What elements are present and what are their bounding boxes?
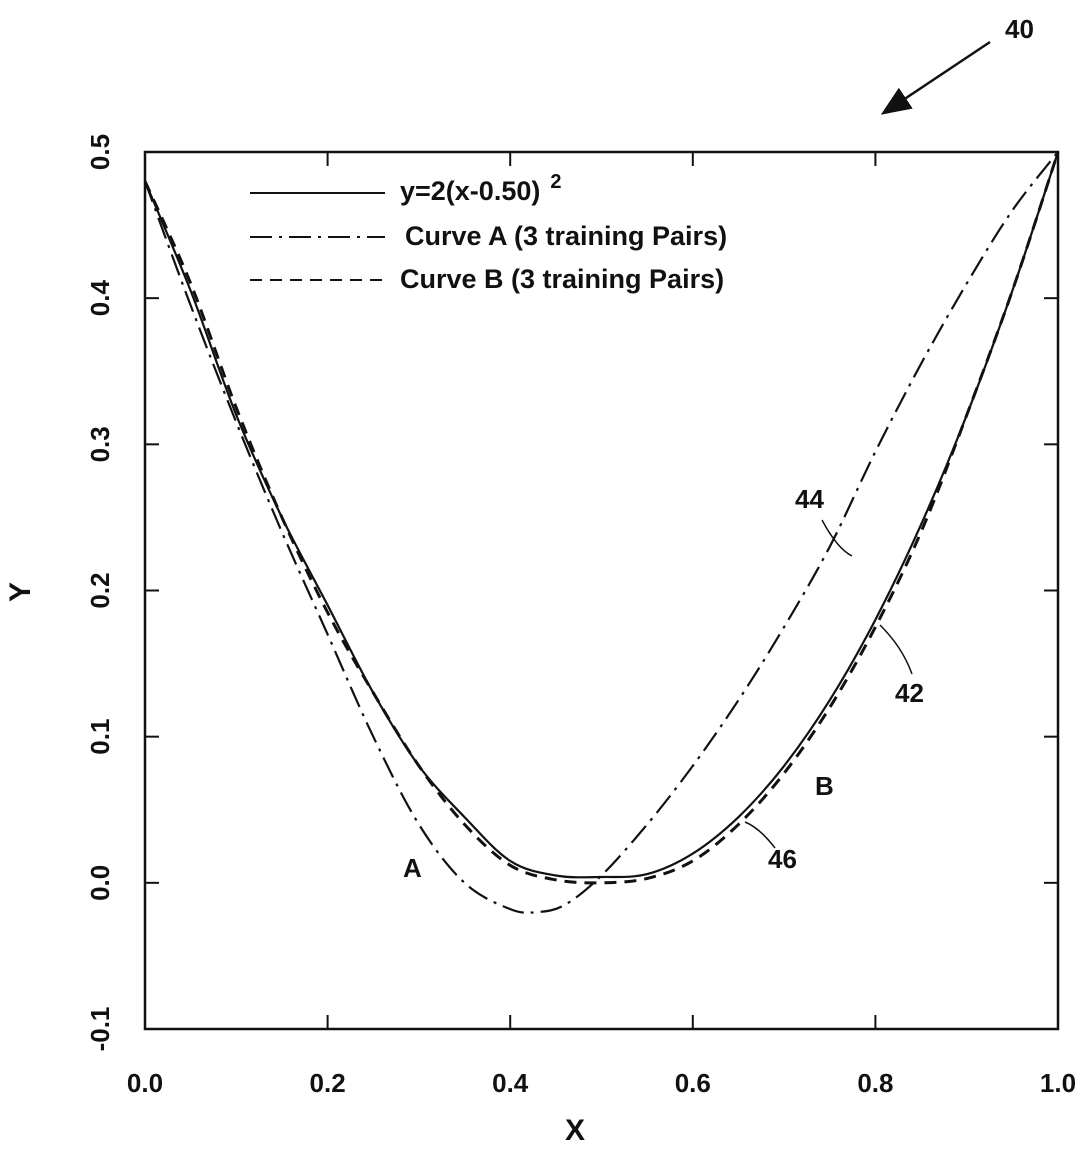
leader-42 bbox=[879, 624, 913, 675]
leader-46 bbox=[744, 821, 776, 849]
figure-ref-label: 40 bbox=[1005, 14, 1034, 44]
annotation-46: 46 bbox=[768, 844, 797, 874]
y-tick-label: 0.3 bbox=[85, 426, 115, 462]
legend: y=2(x-0.50) 2 Curve A (3 training Pairs) … bbox=[250, 171, 727, 294]
y-tick-label: 0.2 bbox=[85, 572, 115, 608]
figure-ref-arrow bbox=[880, 40, 991, 115]
y-axis-title: Y bbox=[4, 582, 37, 602]
y-tick-label: 0.5 bbox=[85, 134, 115, 170]
x-tick-label: 1.0 bbox=[1040, 1068, 1076, 1098]
x-tick-label: 0.4 bbox=[492, 1068, 529, 1098]
series-layer bbox=[143, 151, 1060, 914]
y-tick-label: 0.1 bbox=[85, 719, 115, 755]
curve-label-b: B bbox=[815, 771, 834, 801]
y-tick-label: 0.0 bbox=[85, 865, 115, 901]
curve-label-a: A bbox=[403, 853, 422, 883]
y-tick-label: -0.1 bbox=[85, 1007, 115, 1052]
x-tick-label: 0.8 bbox=[857, 1068, 893, 1098]
series-line-dashed bbox=[143, 151, 1060, 885]
annotations: 44 42 B 46 A bbox=[403, 484, 924, 883]
annotation-42: 42 bbox=[895, 678, 924, 708]
legend-label-3: Curve B (3 training Pairs) bbox=[400, 264, 724, 294]
x-tick-label: 0.0 bbox=[127, 1068, 163, 1098]
x-tick-label: 0.2 bbox=[310, 1068, 346, 1098]
legend-label-2: Curve A (3 training Pairs) bbox=[405, 221, 727, 251]
y-tick-label: 0.4 bbox=[85, 280, 115, 317]
tick-labels: 0.0 0.2 0.4 0.6 0.8 1.0 -0.1 0.0 0.1 0.2 0.3 0.4 0.5 bbox=[85, 134, 1076, 1098]
series-line-dashdot bbox=[143, 151, 1059, 914]
x-axis-title: X bbox=[565, 1114, 585, 1147]
leader-44 bbox=[821, 519, 853, 557]
annotation-44: 44 bbox=[795, 484, 824, 514]
x-tick-label: 0.6 bbox=[675, 1068, 711, 1098]
legend-label-1: y=2(x-0.50) 2 bbox=[400, 171, 561, 206]
